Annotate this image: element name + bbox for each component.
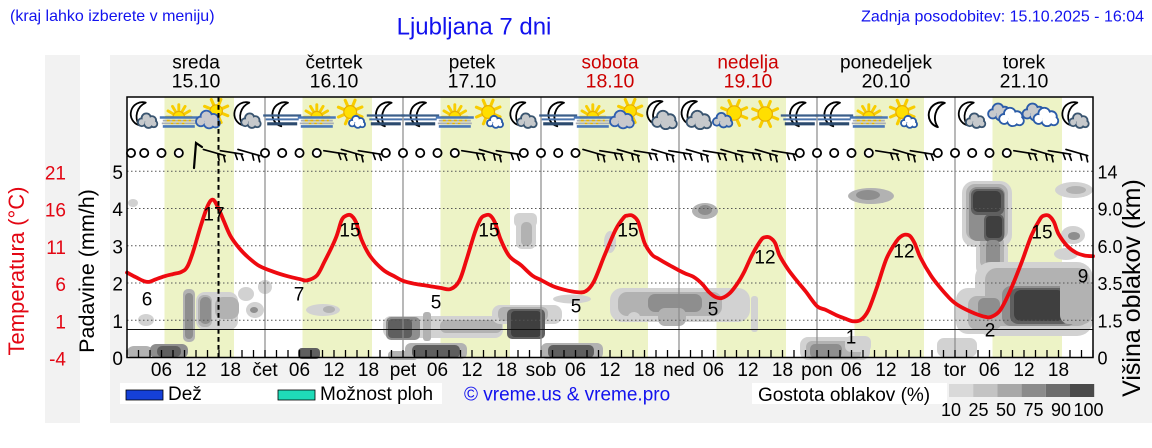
svg-text:Gostota oblakov (%): Gostota oblakov (%) (758, 385, 930, 406)
svg-text:-4: -4 (49, 350, 66, 371)
svg-text:06: 06 (841, 360, 862, 381)
svg-text:pet: pet (390, 360, 417, 381)
svg-text:Ljubljana 7 dni: Ljubljana 7 dni (397, 14, 552, 41)
svg-text:petek: petek (449, 53, 496, 74)
svg-text:25: 25 (968, 400, 988, 420)
svg-text:9: 9 (1078, 267, 1089, 288)
svg-text:1: 1 (846, 328, 857, 349)
svg-text:6: 6 (142, 290, 153, 311)
svg-text:2: 2 (985, 321, 996, 342)
svg-text:5: 5 (708, 300, 719, 321)
svg-text:90: 90 (1051, 400, 1071, 420)
svg-text:10: 10 (941, 400, 961, 420)
svg-text:5: 5 (431, 293, 442, 314)
svg-text:100: 100 (1073, 400, 1103, 420)
svg-text:12: 12 (893, 242, 914, 263)
svg-text:sreda: sreda (172, 53, 220, 74)
svg-text:20.10: 20.10 (862, 71, 911, 93)
svg-text:1.5: 1.5 (1098, 312, 1123, 332)
svg-text:pon: pon (801, 360, 833, 381)
svg-text:torek: torek (1003, 53, 1046, 74)
svg-text:18: 18 (910, 360, 931, 381)
svg-text:12: 12 (461, 360, 482, 381)
svg-text:ponedeljek: ponedeljek (840, 53, 932, 74)
svg-text:14: 14 (1098, 163, 1118, 183)
svg-text:18: 18 (496, 360, 517, 381)
svg-text:ned: ned (663, 360, 695, 381)
svg-text:12: 12 (737, 360, 758, 381)
svg-text:12: 12 (1013, 360, 1034, 381)
svg-text:1: 1 (55, 312, 66, 333)
svg-text:Zadnja posodobitev: 15.10.2025: Zadnja posodobitev: 15.10.2025 - 16:04 (861, 9, 1144, 26)
svg-text:18.10: 18.10 (586, 71, 635, 93)
svg-text:18: 18 (220, 360, 241, 381)
svg-text:3: 3 (112, 237, 123, 258)
svg-text:06: 06 (289, 360, 310, 381)
svg-text:15.10: 15.10 (172, 71, 221, 93)
svg-text:15: 15 (339, 221, 360, 242)
svg-text:18: 18 (772, 360, 793, 381)
svg-text:16: 16 (45, 201, 66, 222)
svg-text:06: 06 (151, 360, 172, 381)
svg-text:Dež: Dež (168, 384, 202, 405)
svg-text:5: 5 (571, 297, 582, 318)
svg-text:06: 06 (703, 360, 724, 381)
svg-text:15: 15 (478, 221, 499, 242)
svg-text:12: 12 (185, 360, 206, 381)
svg-text:četrtek: četrtek (305, 53, 363, 74)
svg-text:Višina oblakov (km): Višina oblakov (km) (1118, 179, 1146, 397)
svg-text:12: 12 (323, 360, 344, 381)
svg-text:06: 06 (427, 360, 448, 381)
svg-text:11: 11 (46, 238, 66, 259)
svg-text:6: 6 (55, 275, 66, 296)
svg-text:6.0: 6.0 (1098, 237, 1123, 257)
svg-text:15: 15 (617, 221, 638, 242)
svg-text:4: 4 (112, 200, 123, 221)
svg-text:sob: sob (526, 360, 557, 381)
svg-text:čet: čet (252, 360, 278, 381)
svg-text:Možnost ploh: Možnost ploh (320, 384, 433, 405)
svg-text:7: 7 (294, 285, 305, 306)
svg-text:nedelja: nedelja (717, 53, 779, 74)
svg-text:0: 0 (112, 349, 123, 370)
svg-text:3.5: 3.5 (1098, 274, 1123, 294)
svg-text:15: 15 (1031, 223, 1052, 244)
svg-text:17: 17 (203, 205, 224, 226)
svg-text:© vreme.us & vreme.pro: © vreme.us & vreme.pro (464, 385, 670, 406)
svg-text:06: 06 (565, 360, 586, 381)
svg-text:Temperatura (°C): Temperatura (°C) (4, 187, 29, 356)
svg-text:75: 75 (1023, 400, 1043, 420)
svg-text:Padavine (mm/h): Padavine (mm/h) (75, 189, 99, 353)
svg-text:5: 5 (112, 163, 123, 184)
svg-text:0: 0 (1098, 349, 1108, 369)
svg-text:tor: tor (944, 360, 967, 381)
svg-text:17.10: 17.10 (448, 71, 497, 93)
svg-text:12: 12 (754, 248, 775, 269)
svg-text:9.0: 9.0 (1098, 200, 1123, 220)
svg-text:50: 50 (996, 400, 1016, 420)
svg-text:12: 12 (599, 360, 620, 381)
svg-text:12: 12 (875, 360, 896, 381)
svg-text:18: 18 (358, 360, 379, 381)
svg-text:18: 18 (634, 360, 655, 381)
svg-text:2: 2 (112, 275, 123, 296)
svg-text:06: 06 (979, 360, 1000, 381)
svg-text:1: 1 (112, 312, 123, 333)
svg-text:18: 18 (1048, 360, 1069, 381)
svg-text:21.10: 21.10 (1000, 71, 1049, 93)
svg-text:21: 21 (45, 163, 66, 184)
svg-text:sobota: sobota (581, 53, 638, 74)
svg-text:(kraj lahko izberete v meniju): (kraj lahko izberete v meniju) (10, 8, 215, 25)
svg-text:19.10: 19.10 (724, 71, 773, 93)
svg-text:16.10: 16.10 (310, 71, 359, 93)
